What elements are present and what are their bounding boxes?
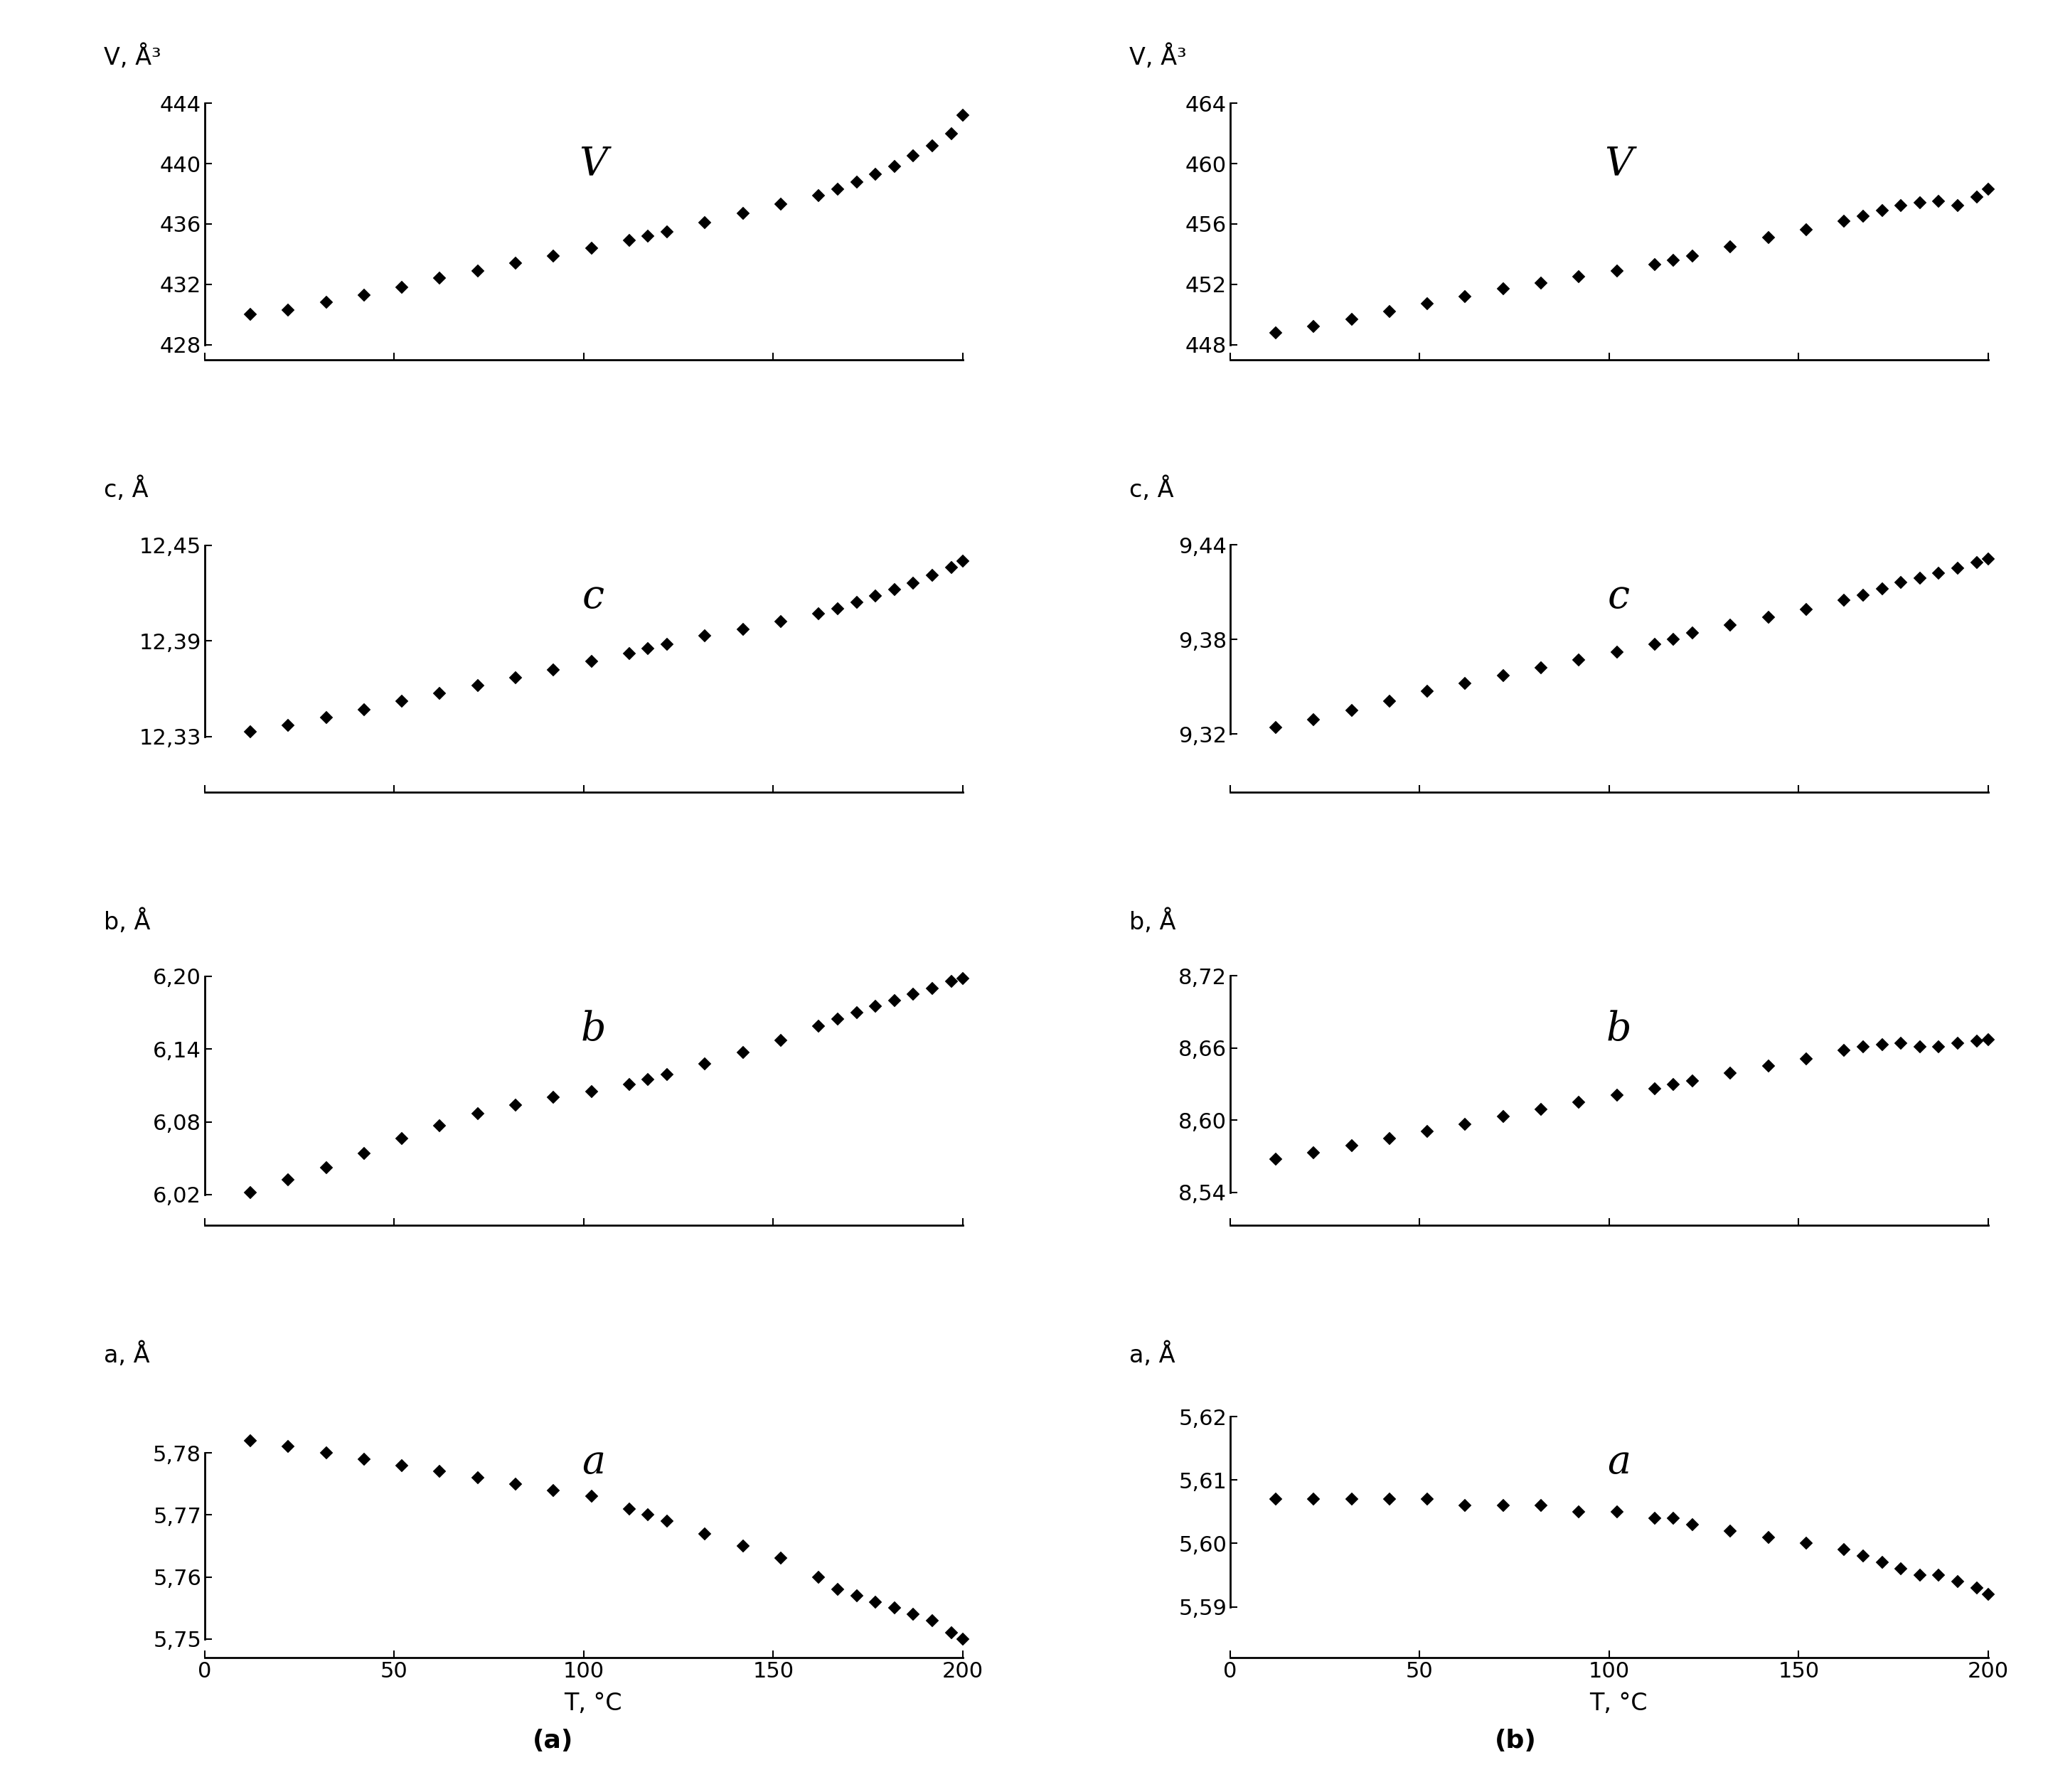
Text: V: V: [1604, 145, 1632, 185]
Text: c, Å: c, Å: [1128, 477, 1174, 502]
Text: b: b: [1606, 1011, 1632, 1048]
Text: (b): (b): [1495, 1729, 1536, 1753]
Text: c, Å: c, Å: [104, 477, 147, 502]
Text: V, Å³: V, Å³: [104, 45, 162, 70]
Text: V, Å³: V, Å³: [1128, 45, 1186, 70]
Text: a, Å: a, Å: [104, 1342, 150, 1367]
Text: b: b: [580, 1011, 606, 1048]
Text: c: c: [1608, 577, 1630, 616]
Text: V: V: [580, 145, 608, 185]
Text: c: c: [582, 577, 604, 616]
Text: (a): (a): [532, 1729, 573, 1753]
Text: a: a: [582, 1443, 604, 1482]
Text: b, Å: b, Å: [104, 909, 150, 935]
X-axis label: T, °C: T, °C: [565, 1692, 623, 1715]
Text: a, Å: a, Å: [1128, 1342, 1176, 1367]
X-axis label: T, °C: T, °C: [1589, 1692, 1647, 1715]
Text: a: a: [1608, 1443, 1630, 1482]
Text: b, Å: b, Å: [1128, 909, 1176, 935]
